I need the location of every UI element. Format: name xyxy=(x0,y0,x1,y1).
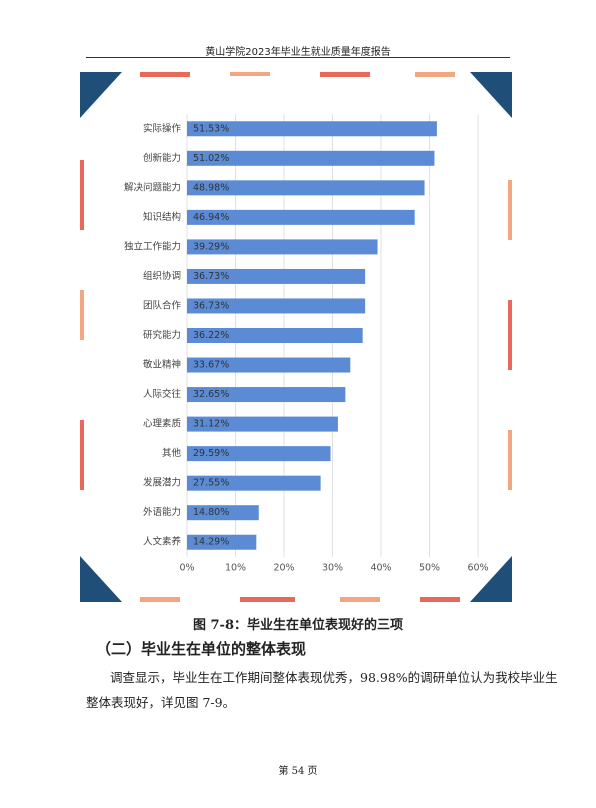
data-label: 31.12% xyxy=(193,419,229,430)
y-tick-label: 创新能力 xyxy=(143,152,181,164)
x-tick-label: 40% xyxy=(370,563,391,574)
data-label: 48.98% xyxy=(193,182,229,193)
y-tick-label: 发展潜力 xyxy=(143,477,181,489)
y-tick-label: 研究能力 xyxy=(143,329,181,341)
data-label: 36.22% xyxy=(193,330,229,341)
bar xyxy=(187,505,259,521)
y-tick-label: 人际交往 xyxy=(143,388,182,400)
bar xyxy=(187,446,331,462)
y-tick-label: 解决问题能力 xyxy=(124,181,181,193)
section-heading: （二）毕业生在单位的整体表现 xyxy=(96,640,307,658)
data-label: 46.94% xyxy=(193,212,229,223)
body-line: 整体表现好，详见图 7-9。 xyxy=(86,695,236,710)
data-label: 51.02% xyxy=(193,153,229,164)
x-tick-label: 0% xyxy=(179,563,194,574)
bar xyxy=(187,239,378,255)
x-tick-label: 50% xyxy=(419,563,440,574)
header: 黄山学院2023年毕业生就业质量年度报告 xyxy=(205,47,391,58)
data-label: 36.73% xyxy=(193,300,229,311)
data-label: 14.29% xyxy=(193,537,229,548)
bar xyxy=(187,416,338,432)
caption: 图 7-8：毕业生在单位表现好的三项 xyxy=(192,618,403,633)
footer: 第 54 页 xyxy=(278,766,318,777)
x-tick-label: 20% xyxy=(273,563,294,574)
data-label: 14.80% xyxy=(193,507,229,518)
x-tick-label: 60% xyxy=(467,563,488,574)
corner xyxy=(80,72,122,118)
y-tick-label: 其他 xyxy=(162,447,182,459)
corner xyxy=(470,556,512,602)
corner xyxy=(80,556,122,602)
y-tick-label: 知识结构 xyxy=(143,211,181,223)
bar xyxy=(187,121,437,137)
data-label: 32.65% xyxy=(193,389,229,400)
corner xyxy=(470,72,512,118)
bar xyxy=(187,534,257,550)
bar xyxy=(187,387,346,403)
bar xyxy=(187,180,425,196)
y-tick-label: 外语能力 xyxy=(143,506,181,518)
data-label: 36.73% xyxy=(193,271,229,282)
bar xyxy=(187,475,321,491)
data-label: 33.67% xyxy=(193,360,229,371)
border-deco xyxy=(80,72,512,602)
y-tick-label: 团队合作 xyxy=(143,299,182,311)
y-tick-label: 独立工作能力 xyxy=(124,240,181,252)
data-label: 29.59% xyxy=(193,448,229,459)
y-tick-label: 人文素养 xyxy=(143,536,182,548)
bar xyxy=(187,268,366,284)
bar xyxy=(187,328,363,343)
bar xyxy=(187,209,415,225)
bar xyxy=(187,150,435,166)
y-tick-label: 实际操作 xyxy=(143,122,182,134)
chart: 0% 10% 20% 30% 40% 50% 60% 实际操作 51.53% 创新能力 51.02%… xyxy=(80,72,512,602)
header-rule xyxy=(86,57,510,58)
y-tick-label: 敬业精神 xyxy=(143,359,181,371)
data-label: 51.53% xyxy=(193,123,229,134)
bar xyxy=(187,357,351,373)
data-label: 27.55% xyxy=(193,478,229,489)
bar xyxy=(187,298,366,314)
y-tick-label: 心理素质 xyxy=(143,418,182,430)
x-tick-label: 30% xyxy=(322,563,343,574)
data-label: 39.29% xyxy=(193,241,229,252)
x-tick-label: 10% xyxy=(225,563,246,574)
body-line: 调查显示，毕业生在工作期间整体表现优秀，98.98%的调研单位认为我校毕业生 xyxy=(110,670,558,685)
y-tick-label: 组织协调 xyxy=(143,270,181,282)
